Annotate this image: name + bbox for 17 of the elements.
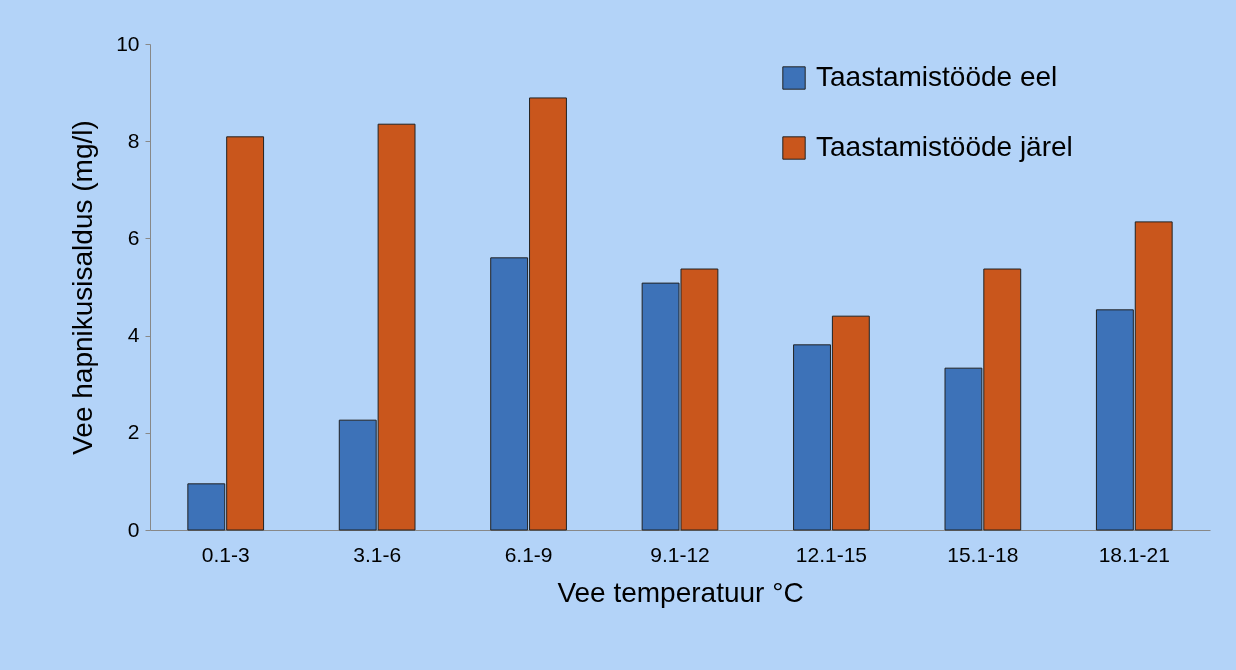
x-tick-label: 12.1-15 <box>795 542 868 566</box>
y-tick-label: 0 <box>127 517 140 541</box>
y-axis-title: Vee hapnikusisaldus (mg/l) <box>67 120 99 455</box>
x-tick-label: 9.1-12 <box>650 542 710 566</box>
x-tick-label: 18.1-21 <box>1098 542 1170 566</box>
x-tick-label: 6.1-9 <box>504 542 553 566</box>
x-tick-label: 15.1-18 <box>947 542 1019 566</box>
y-tick-label: 8 <box>127 128 140 152</box>
legend-label: Taastamistööde järel <box>816 131 1073 162</box>
y-tick-label: 6 <box>127 225 140 249</box>
legend-label: Taastamistööde eel <box>816 61 1058 92</box>
x-tick-label: 0.1-3 <box>201 542 250 566</box>
y-tick-label: 4 <box>127 323 140 347</box>
x-tick-label: 3.1-6 <box>353 542 402 566</box>
y-tick-label: 10 <box>116 31 140 55</box>
y-tick-label: 2 <box>127 420 140 444</box>
x-axis-title: Vee temperatuur °C <box>557 576 804 608</box>
